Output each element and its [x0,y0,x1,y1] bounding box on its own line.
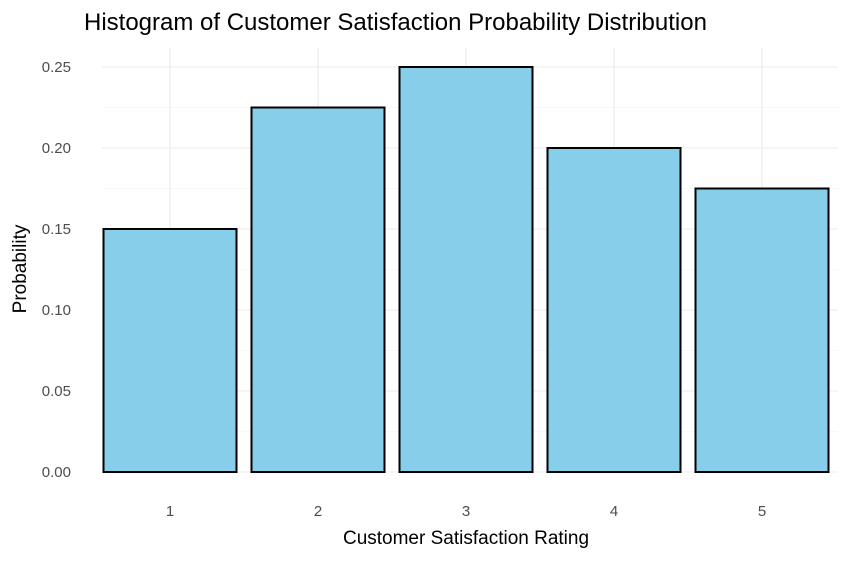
x-axis-label: Customer Satisfaction Rating [343,528,589,549]
bar-1 [102,228,238,473]
y-axis-label: Probability [10,224,31,313]
bars [102,66,830,473]
y-tick-label: 0.05 [42,383,71,400]
x-tick-label: 3 [462,503,470,520]
x-tick-label: 4 [610,503,618,520]
bar-3 [398,66,534,473]
x-tick-label: 5 [758,503,766,520]
y-axis-ticks: 0.00 0.05 0.10 0.15 0.20 0.25 [42,59,71,481]
y-tick-label: 0.25 [42,59,71,76]
x-axis-ticks: 1 2 3 4 5 [166,503,766,520]
bar-4 [546,147,682,473]
y-tick-label: 0.10 [42,302,71,319]
x-tick-label: 1 [166,503,174,520]
bar-2 [250,106,386,473]
chart-title: Histogram of Customer Satisfaction Proba… [84,9,707,36]
x-tick-label: 2 [314,503,322,520]
bar-5 [694,187,830,473]
y-tick-label: 0.00 [42,464,71,481]
y-tick-label: 0.15 [42,221,71,238]
y-tick-label: 0.20 [42,140,71,157]
